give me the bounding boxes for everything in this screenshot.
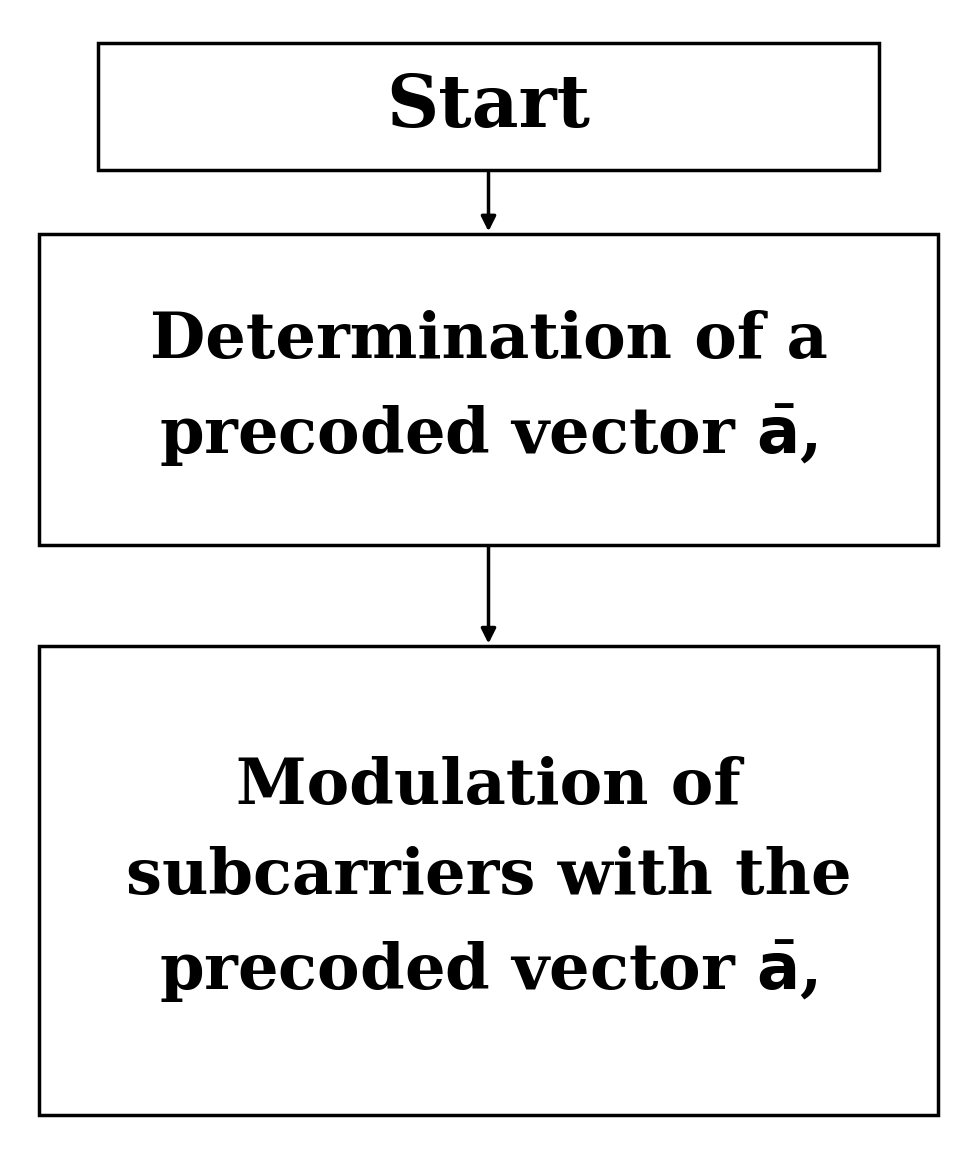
FancyBboxPatch shape: [39, 234, 938, 545]
FancyBboxPatch shape: [98, 43, 879, 170]
Text: Modulation of
subcarriers with the
precoded vector $\bar{\mathbf{a}}$,: Modulation of subcarriers with the preco…: [126, 756, 851, 1005]
FancyBboxPatch shape: [39, 646, 938, 1115]
Text: Determination of a
precoded vector $\bar{\mathbf{a}}$,: Determination of a precoded vector $\bar…: [149, 310, 828, 468]
Text: Start: Start: [387, 71, 590, 142]
